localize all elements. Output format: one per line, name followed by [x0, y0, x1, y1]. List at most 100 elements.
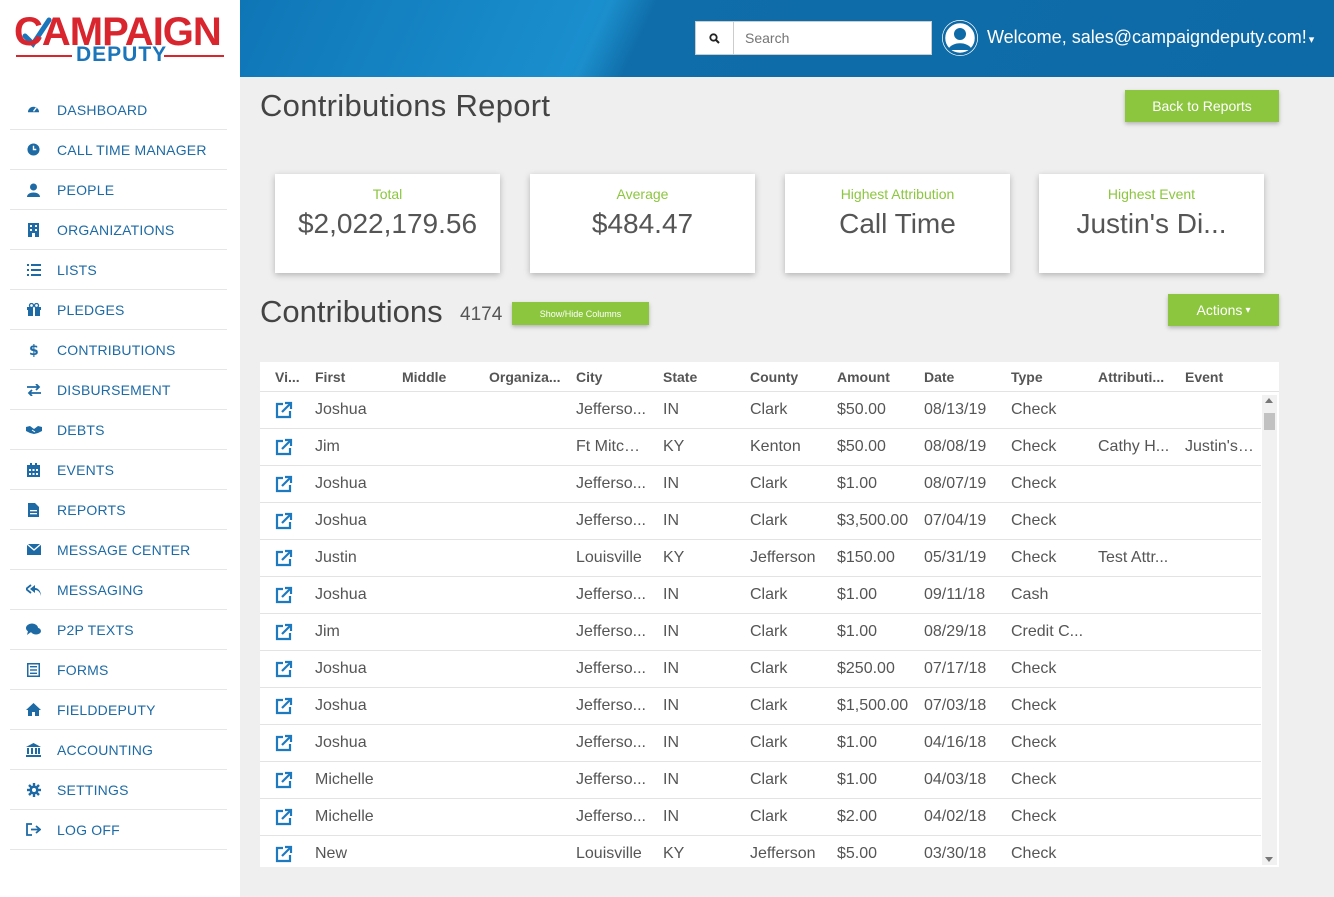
sidebar-item-label: PEOPLE [57, 181, 115, 198]
scroll-down-icon[interactable] [1265, 857, 1273, 862]
dollar-icon: $ [10, 342, 57, 357]
scroll-thumb[interactable] [1264, 413, 1275, 430]
table-cell: 04/16/18 [924, 734, 987, 751]
back-to-reports-button[interactable]: Back to Reports [1125, 90, 1279, 122]
external-link-icon[interactable] [275, 512, 293, 530]
external-link-icon[interactable] [275, 734, 293, 752]
comments-icon [10, 623, 57, 636]
table-row: Joshua Jefferso... IN Clark $1.00 04/16/18 Che… [260, 725, 1261, 762]
sidebar-item-label: MESSAGING [57, 581, 144, 598]
external-link-icon[interactable] [275, 549, 293, 567]
table-cell: Test Attr... [1098, 549, 1169, 566]
column-header[interactable]: Middle [402, 369, 447, 385]
user-avatar-icon[interactable] [942, 20, 978, 56]
view-cell [260, 475, 300, 493]
sidebar-item-reports[interactable]: REPORTS [10, 490, 227, 530]
scroll-up-icon[interactable] [1265, 398, 1273, 403]
sidebar-item-dashboard[interactable]: DASHBOARD [10, 90, 227, 130]
external-link-icon[interactable] [275, 401, 293, 419]
table-cell: 08/07/19 [924, 475, 987, 492]
actions-dropdown-button[interactable]: Actions ▾ [1168, 294, 1279, 326]
table-cell: Check [1011, 697, 1057, 714]
sidebar-item-call-time-manager[interactable]: CALL TIME MANAGER [10, 130, 227, 170]
column-header[interactable]: First [315, 369, 346, 385]
table-cell: Clark [750, 660, 788, 677]
search-box [695, 21, 932, 55]
external-link-icon[interactable] [275, 438, 293, 456]
table-cell: $1.00 [837, 734, 878, 751]
sidebar-item-accounting[interactable]: ACCOUNTING [10, 730, 227, 770]
column-header[interactable]: Event [1185, 369, 1224, 385]
column-header[interactable]: Vi... [275, 369, 300, 385]
column-header[interactable]: County [750, 369, 799, 385]
table-cell: Check [1011, 438, 1057, 455]
table-cell: Check [1011, 549, 1057, 566]
external-link-icon[interactable] [275, 771, 293, 789]
column-header[interactable]: Attributi... [1098, 369, 1165, 385]
table-cell: KY [663, 438, 685, 455]
external-link-icon[interactable] [275, 845, 293, 863]
table-cell: Jefferso... [576, 512, 646, 529]
sidebar-item-contributions[interactable]: $ CONTRIBUTIONS [10, 330, 227, 370]
table-cell: Jefferso... [576, 586, 646, 603]
table-cell: Clark [750, 623, 788, 640]
column-header[interactable]: Type [1011, 369, 1043, 385]
sidebar-item-fielddeputy[interactable]: FIELDDEPUTY [10, 690, 227, 730]
dashboard-icon [10, 103, 57, 116]
envelope-icon [10, 544, 57, 555]
table-cell: Joshua [315, 697, 367, 714]
sidebar-item-debts[interactable]: DEBTS [10, 410, 227, 450]
sidebar-item-label: CALL TIME MANAGER [57, 141, 207, 158]
table-cell: $250.00 [837, 660, 895, 677]
external-link-icon[interactable] [275, 660, 293, 678]
view-cell [260, 697, 300, 715]
stat-card-value: $2,022,179.56 [297, 208, 478, 239]
sidebar-item-label: EVENTS [57, 461, 115, 478]
sidebar-item-events[interactable]: EVENTS [10, 450, 227, 490]
sidebar-item-settings[interactable]: SETTINGS [10, 770, 227, 810]
table-cell: Check [1011, 475, 1057, 492]
external-link-icon[interactable] [275, 697, 293, 715]
sidebar-item-message-center[interactable]: MESSAGE CENTER [10, 530, 227, 570]
table-cell: Check [1011, 771, 1057, 788]
sidebar-item-organizations[interactable]: ORGANIZATIONS [10, 210, 227, 250]
column-header[interactable]: Organiza... [489, 369, 561, 385]
table-scrollbar[interactable] [1262, 395, 1277, 865]
search-input[interactable] [734, 22, 931, 54]
column-header[interactable]: State [663, 369, 698, 385]
sidebar-item-forms[interactable]: FORMS [10, 650, 227, 690]
sidebar-item-disbursement[interactable]: DISBURSEMENT [10, 370, 227, 410]
table-header: Vi... First Middle Organiza... City State Coun… [260, 362, 1279, 392]
show-hide-columns-button[interactable]: Show/Hide Columns [512, 302, 649, 325]
table-cell: Jefferso... [576, 660, 646, 677]
external-link-icon[interactable] [275, 586, 293, 604]
view-cell [260, 401, 300, 419]
column-header[interactable]: City [576, 369, 603, 385]
sidebar-item-pledges[interactable]: PLEDGES [10, 290, 227, 330]
search-button[interactable] [696, 22, 734, 54]
sidebar-item-messaging[interactable]: MESSAGING [10, 570, 227, 610]
stat-card-value: Justin's Di... [1076, 208, 1227, 239]
logo-text-deputy: DEPUTY [76, 43, 168, 66]
table-row: Michelle Jefferso... IN Clark $2.00 04/02/18 C… [260, 799, 1261, 836]
sidebar-item-log-off[interactable]: LOG OFF [10, 810, 227, 850]
campaign-deputy-logo[interactable]: CAMPAIGN DEPUTY [14, 8, 229, 68]
column-header[interactable]: Date [924, 369, 955, 385]
table-cell: Joshua [315, 475, 367, 492]
page-title: Contributions Report [260, 88, 551, 123]
sidebar-item-p2p-texts[interactable]: P2P TEXTS [10, 610, 227, 650]
table-cell: $1.00 [837, 475, 878, 492]
sidebar-item-label: DEBTS [57, 421, 105, 438]
welcome-user-menu[interactable]: Welcome, sales@campaigndeputy.com! ▾ [987, 27, 1314, 48]
external-link-icon[interactable] [275, 623, 293, 641]
external-link-icon[interactable] [275, 475, 293, 493]
column-header[interactable]: Amount [837, 369, 890, 385]
view-cell [260, 623, 300, 641]
table-cell: Check [1011, 401, 1057, 418]
table-cell: IN [663, 771, 679, 788]
table-row: Jim Ft Mitchell KY Kenton $50.00 08/08/19 Chec… [260, 429, 1261, 466]
sidebar-item-people[interactable]: PEOPLE [10, 170, 227, 210]
sidebar-item-lists[interactable]: LISTS [10, 250, 227, 290]
external-link-icon[interactable] [275, 808, 293, 826]
table-cell: $1.00 [837, 771, 878, 788]
